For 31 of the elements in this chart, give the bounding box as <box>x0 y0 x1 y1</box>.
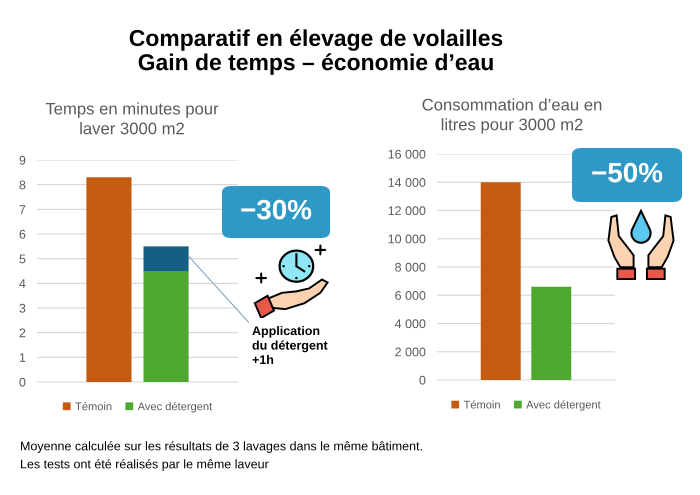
legend-label: Avec détergent <box>526 400 601 411</box>
y-tick-label: 7 <box>20 205 26 214</box>
y-tick-label: 1 <box>20 353 26 362</box>
y-tick-label: 4 000 <box>394 319 426 328</box>
legend-label: Témoin <box>75 402 112 410</box>
text: Application du détergent +1h <box>252 326 328 364</box>
y-tick-label: 6 <box>20 230 26 239</box>
y-tick-label: 12 000 <box>388 206 426 216</box>
y-tick-label: 8 <box>19 180 26 190</box>
y-tick-label: 14 000 <box>388 178 426 187</box>
y-tick-label: 4 <box>19 279 26 288</box>
text: −30% <box>241 200 312 220</box>
annotation: −50% <box>592 162 662 182</box>
legend-label: Avec détergent <box>138 402 212 412</box>
y-tick-label: 0 <box>419 376 426 385</box>
text: Comparatif en élevage de volailles Gain de temps – économie d’eau <box>130 29 502 75</box>
chart-title: Temps en minutes pour laver 3000 m2 <box>46 102 218 134</box>
legend-label: Témoin <box>464 400 500 409</box>
text: Les tests ont été réalisés par le même laveur <box>21 459 269 471</box>
y-tick-label: 8 000 <box>395 262 426 272</box>
y-tick-label: 10 000 <box>388 234 426 244</box>
text: Moyenne calculée sur les résultats de 3 lavages dans le même bâtiment. <box>21 441 422 453</box>
y-tick-label: 3 <box>19 304 26 313</box>
y-tick-label: 0 <box>19 378 26 387</box>
chart-title: Consommation d’eau en litres pour 3000 m2 <box>422 98 602 134</box>
y-tick-label: 9 <box>20 156 26 165</box>
y-tick-label: 2 <box>20 328 26 338</box>
y-tick-label: 6 000 <box>395 291 426 300</box>
y-tick-label: 2 000 <box>395 348 426 356</box>
y-tick-label: 5 <box>19 254 26 264</box>
y-tick-label: 16 000 <box>388 150 426 159</box>
